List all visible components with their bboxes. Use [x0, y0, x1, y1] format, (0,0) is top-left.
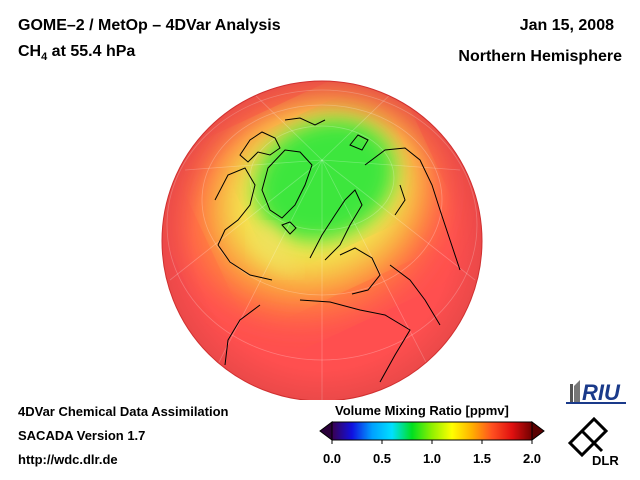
hemisphere-map	[161, 80, 483, 400]
date-label: Jan 15, 2008	[519, 17, 614, 34]
region-label: Northern Hemisphere	[458, 48, 622, 65]
colorbar-tick-label: 0.5	[372, 451, 392, 466]
colorbar-title: Volume Mixing Ratio [ppmv]	[335, 403, 509, 418]
species-label: CH4 at 55.4 hPa	[18, 43, 136, 64]
colorbar	[319, 421, 545, 444]
website-link[interactable]: http://wdc.dlr.de	[18, 452, 118, 467]
colorbar-tick-label: 2.0	[522, 451, 542, 466]
dlr-logo-text: DLR	[592, 453, 619, 468]
riu-logo-text: RIU	[582, 380, 621, 405]
colorbar-gradient	[331, 421, 533, 441]
colorbar-under-triangle	[319, 421, 333, 441]
dlr-logo: DLR	[567, 416, 619, 468]
colorbar-tick-label: 1.0	[422, 451, 442, 466]
riu-logo: RIU	[566, 380, 626, 405]
plot-title: GOME–2 / MetOp – 4DVar Analysis	[18, 17, 281, 34]
assimilation-label: 4DVar Chemical Data Assimilation	[18, 404, 229, 419]
colorbar-over-triangle	[531, 421, 545, 441]
colorbar-tick-label: 0.0	[322, 451, 342, 466]
colorbar-tick-label: 1.5	[472, 451, 492, 466]
version-label: SACADA Version 1.7	[18, 428, 146, 443]
